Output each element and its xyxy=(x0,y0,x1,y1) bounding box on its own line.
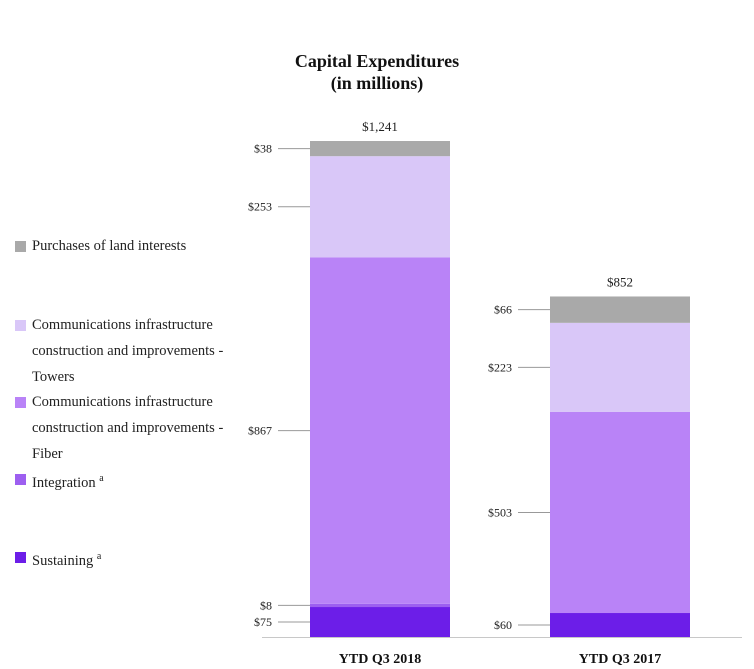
legend-label-integration: Integration xyxy=(32,474,96,491)
total-label-0: $1,241 xyxy=(362,119,398,134)
category-label-0: YTD Q3 2018 xyxy=(339,652,421,667)
bar-segment-0-4 xyxy=(310,141,450,157)
legend-item-towers: Communications infrastructure constructi… xyxy=(15,312,245,390)
bar-segment-0-1 xyxy=(310,603,450,608)
bar-segment-1-3 xyxy=(550,322,690,412)
value-label-1-2: $503 xyxy=(488,506,512,520)
legend-label-land: Purchases of land interests xyxy=(32,238,187,254)
bar-segment-0-2 xyxy=(310,257,450,604)
legend-item-integration: Integration a xyxy=(15,466,245,496)
chart-title-main: Capital Expenditures xyxy=(294,51,460,71)
legend-label-towers: Communications infrastructure constructi… xyxy=(32,317,224,385)
legend-swatch-sustaining xyxy=(15,552,26,563)
value-label-0-2: $867 xyxy=(248,424,272,438)
legend-footnote-sustaining: a xyxy=(96,551,102,562)
bar-segment-1-2 xyxy=(550,411,690,614)
legend-swatch-fiber xyxy=(15,397,26,408)
bar-segment-1-4 xyxy=(550,296,690,323)
total-label-1: $852 xyxy=(607,274,633,289)
bar-segment-1-0 xyxy=(550,613,690,637)
value-label-1-0: $60 xyxy=(494,618,512,632)
chart-subtitle: (in millions) xyxy=(330,73,424,93)
value-label-1-3: $223 xyxy=(488,360,512,374)
category-label-1: YTD Q3 2017 xyxy=(579,652,661,667)
value-label-0-1: $8 xyxy=(260,598,272,612)
legend-item-land: Purchases of land interests xyxy=(15,233,245,259)
legend-label-sustaining: Sustaining xyxy=(32,552,94,569)
legend-swatch-towers xyxy=(15,320,26,331)
value-label-0-0: $75 xyxy=(254,615,272,629)
legend-label-fiber: Communications infrastructure constructi… xyxy=(32,394,224,462)
legend-swatch-land xyxy=(15,241,26,252)
legend-item-fiber: Communications infrastructure constructi… xyxy=(15,389,245,467)
legend-footnote-integration: a xyxy=(99,473,104,484)
chart-title: Capital Expenditures (in millions) xyxy=(0,50,754,94)
legend-swatch-integration xyxy=(15,474,26,485)
value-label-0-3: $253 xyxy=(248,200,272,214)
bar-segment-0-0 xyxy=(310,607,450,637)
bar-segment-0-3 xyxy=(310,156,450,258)
legend-item-sustaining: Sustaining a xyxy=(15,544,245,574)
value-label-1-4: $66 xyxy=(494,303,512,317)
value-label-0-4: $38 xyxy=(254,142,272,156)
